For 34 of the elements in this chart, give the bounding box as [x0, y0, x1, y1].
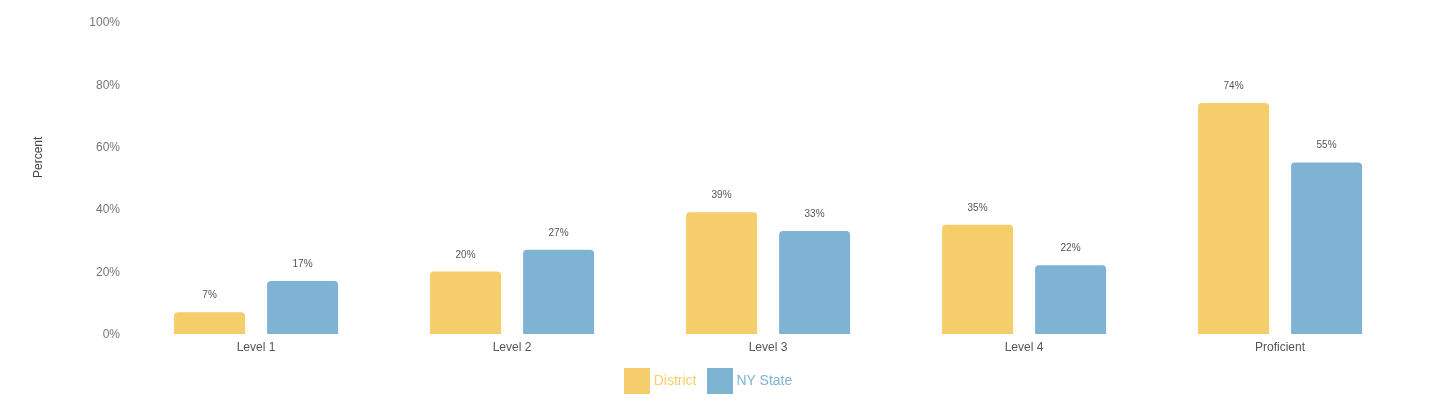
data-label: 7% — [202, 289, 217, 301]
bar — [942, 224, 1014, 334]
bar — [267, 280, 339, 334]
x-tick-label: Level 1 — [236, 339, 276, 354]
x-tick-label: Level 3 — [748, 339, 788, 354]
y-axis-title: Percent — [31, 135, 46, 178]
x-tick-label: Proficient — [1254, 339, 1306, 354]
data-label: 33% — [804, 208, 825, 220]
legend-label: District — [653, 371, 697, 388]
bar — [779, 231, 851, 334]
data-label: 39% — [711, 189, 732, 201]
data-label: 55% — [1316, 139, 1337, 151]
x-tick-label: Level 4 — [1004, 339, 1044, 354]
data-label: 22% — [1060, 242, 1081, 254]
data-label: 74% — [1223, 80, 1244, 92]
data-label: 20% — [455, 248, 476, 260]
y-tick-label: 0% — [102, 327, 121, 342]
bar — [430, 271, 502, 334]
bar — [1198, 103, 1270, 334]
data-label: 17% — [292, 257, 313, 269]
bar — [1291, 162, 1363, 334]
bar — [174, 312, 246, 334]
bar — [686, 212, 758, 334]
y-tick-label: 80% — [95, 77, 121, 92]
y-tick-label: 40% — [95, 202, 121, 217]
bar — [523, 249, 595, 334]
y-tick-label: 100% — [89, 15, 121, 30]
x-tick-label: Level 2 — [492, 339, 532, 354]
legend-label: NY State — [736, 371, 793, 388]
data-label: 27% — [548, 226, 569, 238]
y-tick-label: 20% — [95, 264, 121, 279]
data-label: 35% — [967, 201, 988, 213]
y-tick-label: 60% — [95, 140, 121, 155]
bar — [1035, 265, 1107, 334]
